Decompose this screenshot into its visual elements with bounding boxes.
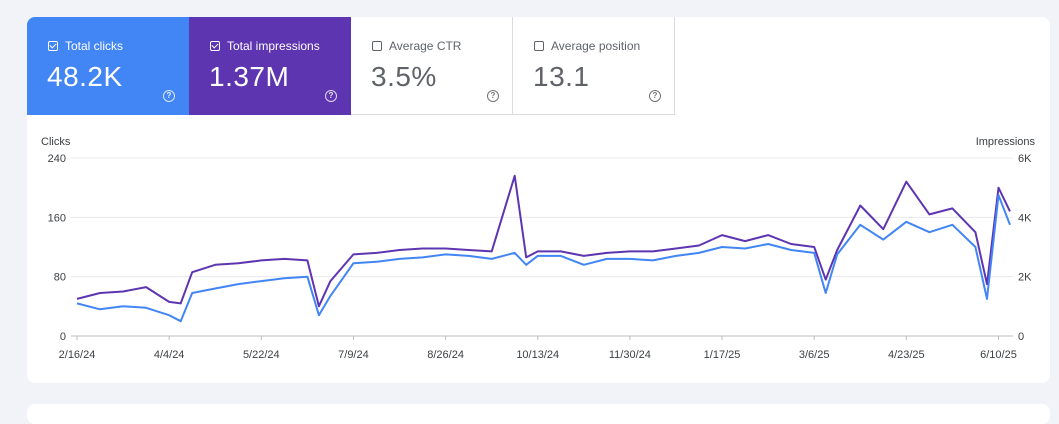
x-tick-label: 2/16/24 [59,349,96,361]
metric-tabs: Total clicks 48.2K ? Total impressions 1… [27,17,675,115]
metric-total-clicks[interactable]: Total clicks 48.2K ? [27,17,189,115]
x-tick-label: 8/26/24 [427,349,464,361]
metric-label: Average position [551,39,641,53]
help-icon[interactable]: ? [325,90,337,102]
metric-label: Total impressions [227,39,320,53]
series-line-impressions [76,174,1011,308]
metric-label: Average CTR [389,39,462,53]
metric-value: 48.2K [47,61,123,92]
series-line-clicks [76,194,1011,323]
y-tick-label-left: 160 [48,212,66,224]
y-tick-label-left: 240 [48,153,66,165]
metric-header: Average position [534,39,640,53]
x-tick-label: 7/9/24 [338,349,369,361]
performance-card: Total clicks 48.2K ? Total impressions 1… [27,17,1050,383]
metric-header: Total impressions [210,39,320,53]
help-icon[interactable]: ? [649,90,661,102]
metric-total-impressions[interactable]: Total impressions 1.37M ? [189,17,351,115]
y-axis-label-right: Impressions [976,136,1036,148]
performance-chart[interactable]: Clicks Impressions 240 6K 160 4K 80 2K 0 0 2/16/24… [27,115,1050,383]
y-axis-label-left: Clicks [41,136,71,148]
y-tick-label-left: 0 [60,331,66,343]
x-tick-label: 3/6/25 [799,349,830,361]
y-tick-label-left: 80 [54,272,66,284]
x-tick-label: 5/22/24 [243,349,280,361]
x-tick-label: 4/4/24 [154,349,185,361]
checkbox-checked-icon[interactable] [48,40,58,51]
x-tick-label: 6/10/25 [980,349,1017,361]
metric-value: 3.5% [371,61,437,92]
metric-average-position[interactable]: Average position 13.1 ? [513,17,675,115]
x-tick-label: 11/30/24 [609,349,651,361]
y-tick-label-right: 2K [1018,272,1032,284]
checkbox-checked-icon[interactable] [210,40,220,51]
next-card [27,404,1050,424]
checkbox-unchecked-icon[interactable] [534,41,544,51]
metric-label: Total clicks [65,39,124,53]
checkbox-unchecked-icon[interactable] [372,41,382,51]
metric-value: 1.37M [209,61,290,92]
metric-header: Total clicks [48,39,123,53]
x-tick-label: 1/17/25 [704,349,741,361]
y-tick-label-right: 0 [1018,331,1024,343]
x-tick-label: 10/13/24 [516,349,559,361]
metric-value: 13.1 [533,61,590,92]
x-tick-label: 4/23/25 [888,349,925,361]
y-tick-label-right: 4K [1018,212,1032,224]
help-icon[interactable]: ? [163,90,175,102]
help-icon[interactable]: ? [487,90,499,102]
y-tick-label-right: 6K [1018,153,1032,165]
metric-average-ctr[interactable]: Average CTR 3.5% ? [351,17,513,115]
metric-header: Average CTR [372,39,461,53]
